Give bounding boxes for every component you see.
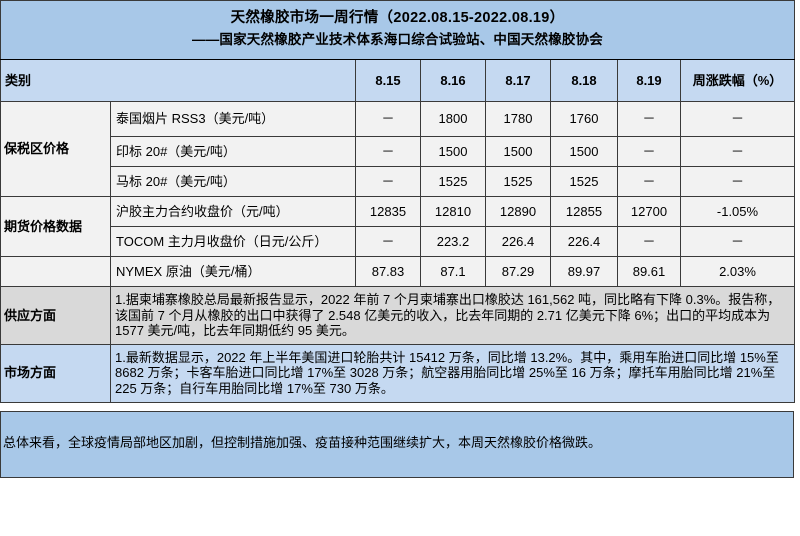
row-value: － <box>355 101 421 138</box>
table-row: 马标 20#（美元/吨） － 1525 1525 1525 － － <box>1 166 795 198</box>
row-value: 1800 <box>420 101 486 138</box>
row-value: 1500 <box>550 136 618 168</box>
report-title-main: 天然橡胶市场一周行情（2022.08.15-2022.08.19） <box>230 10 565 26</box>
header-date-0819: 8.19 <box>617 59 681 103</box>
row-value: － <box>355 166 421 198</box>
group-label-bonded-zone: 保税区价格 <box>0 101 111 198</box>
supply-narrative-row: 供应方面 1.据柬埔寨橡胶总局最新报告显示，2022 年前 7 个月柬埔寨出口橡… <box>0 286 795 345</box>
rubber-market-report-table: 天然橡胶市场一周行情（2022.08.15-2022.08.19） ――国家天然… <box>0 0 795 403</box>
row-weekly-change: － <box>680 136 795 168</box>
row-item-label: 马标 20#（美元/吨） <box>110 166 356 198</box>
row-value: 1500 <box>420 136 486 168</box>
row-value: 223.2 <box>420 226 486 258</box>
group-label-futures: 期货价格数据 <box>0 196 111 258</box>
row-value: 1525 <box>420 166 486 198</box>
row-value: 12890 <box>485 196 551 228</box>
row-value: 1525 <box>485 166 551 198</box>
header-date-0818: 8.18 <box>550 59 618 103</box>
summary-table: 总体来看，全球疫情局部地区加剧，但控制措施加强、疫苗接种范围继续扩大，本周天然橡… <box>0 410 794 478</box>
row-value: 12855 <box>550 196 618 228</box>
header-date-0816: 8.16 <box>420 59 486 103</box>
row-weekly-change: － <box>680 226 795 258</box>
row-item-label: 沪胶主力合约收盘价（元/吨） <box>110 196 356 228</box>
table-row: 印标 20#（美元/吨） － 1500 1500 1500 － － <box>1 136 795 168</box>
row-value: 87.83 <box>355 256 421 288</box>
row-value: 89.61 <box>617 256 681 288</box>
table-row: TOCOM 主力月收盘价（日元/公斤） － 223.2 226.4 226.4 … <box>1 226 795 258</box>
table-row: 保税区价格 泰国烟片 RSS3（美元/吨） － 1800 1780 1760 －… <box>0 101 795 198</box>
row-value: － <box>617 226 681 258</box>
narrative-text-supply: 1.据柬埔寨橡胶总局最新报告显示，2022 年前 7 个月柬埔寨出口橡胶达 16… <box>110 286 795 345</box>
overall-summary-text: 总体来看，全球疫情局部地区加剧，但控制措施加强、疫苗接种范围继续扩大，本周天然橡… <box>0 410 794 478</box>
column-header-row: 类别 8.15 8.16 8.17 8.18 8.19 周涨跌幅（%） <box>0 59 795 103</box>
title-row: 天然橡胶市场一周行情（2022.08.15-2022.08.19） ――国家天然… <box>0 0 795 61</box>
row-weekly-change: 2.03% <box>680 256 795 288</box>
row-value: 87.29 <box>485 256 551 288</box>
row-weekly-change: － <box>680 166 795 198</box>
row-value: 1500 <box>485 136 551 168</box>
narrative-label-market: 市场方面 <box>0 343 111 403</box>
row-value: 12810 <box>420 196 486 228</box>
row-value: 12700 <box>617 196 681 228</box>
summary-row: 总体来看，全球疫情局部地区加剧，但控制措施加强、疫苗接种范围继续扩大，本周天然橡… <box>0 410 794 478</box>
report-title-cell: 天然橡胶市场一周行情（2022.08.15-2022.08.19） ――国家天然… <box>0 0 795 61</box>
row-value: 87.1 <box>420 256 486 288</box>
narrative-label-supply: 供应方面 <box>0 286 111 345</box>
row-weekly-change: － <box>680 101 795 138</box>
header-category: 类别 <box>0 59 356 103</box>
narrative-text-market: 1.最新数据显示，2022 年上半年美国进口轮胎共计 15412 万条，同比增 … <box>110 343 795 403</box>
row-value: 1760 <box>550 101 618 138</box>
header-weekly-change: 周涨跌幅（%） <box>680 59 795 103</box>
report-title-sub: ――国家天然橡胶产业技术体系海口综合试验站、中国天然橡胶协会 <box>192 32 603 48</box>
row-value: 1525 <box>550 166 618 198</box>
row-item-label: TOCOM 主力月收盘价（日元/公斤） <box>110 226 356 258</box>
row-value: 1780 <box>485 101 551 138</box>
row-value: － <box>617 101 681 138</box>
row-value: 12835 <box>355 196 421 228</box>
row-value: 89.97 <box>550 256 618 288</box>
header-date-0815: 8.15 <box>355 59 421 103</box>
header-date-0817: 8.17 <box>485 59 551 103</box>
row-value: － <box>355 226 421 258</box>
row-value: 226.4 <box>485 226 551 258</box>
row-value: － <box>355 136 421 168</box>
row-item-label: 泰国烟片 RSS3（美元/吨） <box>110 101 356 138</box>
footer-spacer <box>0 402 800 411</box>
table-row: 期货价格数据 沪胶主力合约收盘价（元/吨） 12835 12810 12890 … <box>0 196 795 258</box>
row-weekly-change: -1.05% <box>680 196 795 228</box>
table-row: NYMEX 原油（美元/桶） 87.83 87.1 87.29 89.97 89… <box>0 256 795 288</box>
group-label-empty <box>0 256 111 288</box>
market-narrative-row: 市场方面 1.最新数据显示，2022 年上半年美国进口轮胎共计 15412 万条… <box>0 343 795 403</box>
row-value: － <box>617 136 681 168</box>
row-item-label: NYMEX 原油（美元/桶） <box>110 256 356 288</box>
row-item-label: 印标 20#（美元/吨） <box>110 136 356 168</box>
row-value: － <box>617 166 681 198</box>
row-value: 226.4 <box>550 226 618 258</box>
